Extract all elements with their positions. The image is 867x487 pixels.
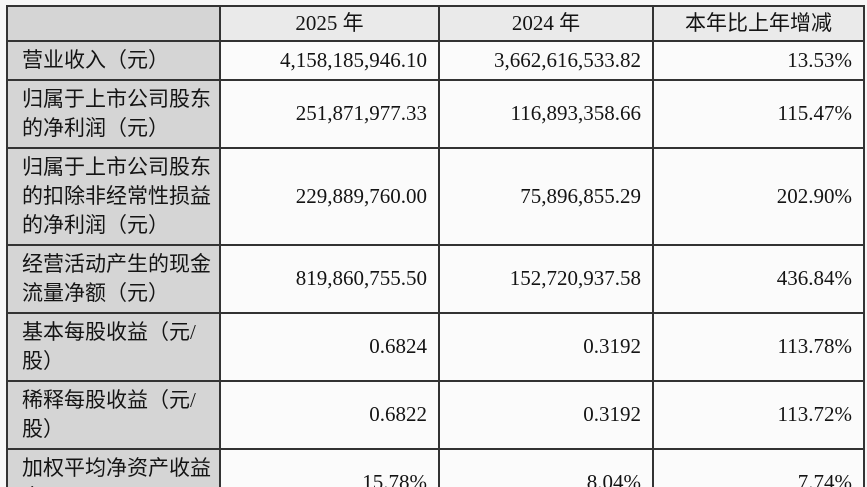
value-change: 113.72%: [652, 379, 865, 450]
table-row-revenue: 营业收入（元） 4,158,185,946.10 3,662,616,533.8…: [6, 40, 865, 81]
value-2024: 3,662,616,533.82: [438, 40, 654, 81]
value-2024: 75,896,855.29: [438, 146, 654, 246]
key-financials-table: 2025 年 2024 年 本年比上年增减 营业收入（元） 4,158,185,…: [6, 5, 865, 487]
header-cell-2025: 2025 年: [219, 5, 440, 42]
row-label: 稀释每股收益（元/ 股）: [6, 379, 221, 450]
value-2025: 819,860,755.50: [219, 243, 440, 314]
value-2025: 251,871,977.33: [219, 78, 440, 149]
table-row-basic-eps: 基本每股收益（元/ 股） 0.6824 0.3192 113.78%: [6, 311, 865, 382]
value-2024: 0.3192: [438, 311, 654, 382]
table-row-diluted-eps: 稀释每股收益（元/ 股） 0.6822 0.3192 113.72%: [6, 379, 865, 450]
value-2025: 15.78%: [219, 447, 440, 487]
value-change: 436.84%: [652, 243, 865, 314]
header-cell-blank: [6, 5, 221, 42]
value-2025: 229,889,760.00: [219, 146, 440, 246]
table-row-net-profit: 归属于上市公司股东 的净利润（元） 251,871,977.33 116,893…: [6, 78, 865, 149]
value-2024: 8.04%: [438, 447, 654, 487]
row-label: 营业收入（元）: [6, 40, 221, 81]
row-label: 加权平均净资产收益 率: [6, 447, 221, 487]
value-change: 7.74%: [652, 447, 865, 487]
row-label: 归属于上市公司股东 的净利润（元）: [6, 78, 221, 149]
value-change: 113.78%: [652, 311, 865, 382]
value-2025: 4,158,185,946.10: [219, 40, 440, 81]
value-2025: 0.6822: [219, 379, 440, 450]
table-row-weighted-avg-roe: 加权平均净资产收益 率 15.78% 8.04% 7.74%: [6, 447, 865, 487]
value-2024: 0.3192: [438, 379, 654, 450]
header-cell-change: 本年比上年增减: [652, 5, 865, 42]
row-label: 基本每股收益（元/ 股）: [6, 311, 221, 382]
table-header-row: 2025 年 2024 年 本年比上年增减: [6, 5, 865, 42]
row-label: 归属于上市公司股东 的扣除非经常性损益 的净利润（元）: [6, 146, 221, 246]
value-2024: 116,893,358.66: [438, 78, 654, 149]
value-change: 115.47%: [652, 78, 865, 149]
row-label: 经营活动产生的现金 流量净额（元）: [6, 243, 221, 314]
value-change: 13.53%: [652, 40, 865, 81]
value-2024: 152,720,937.58: [438, 243, 654, 314]
table-row-net-profit-excl-nonrecurring: 归属于上市公司股东 的扣除非经常性损益 的净利润（元） 229,889,760.…: [6, 146, 865, 246]
value-change: 202.90%: [652, 146, 865, 246]
value-2025: 0.6824: [219, 311, 440, 382]
table-row-operating-cash-flow: 经营活动产生的现金 流量净额（元） 819,860,755.50 152,720…: [6, 243, 865, 314]
header-cell-2024: 2024 年: [438, 5, 654, 42]
